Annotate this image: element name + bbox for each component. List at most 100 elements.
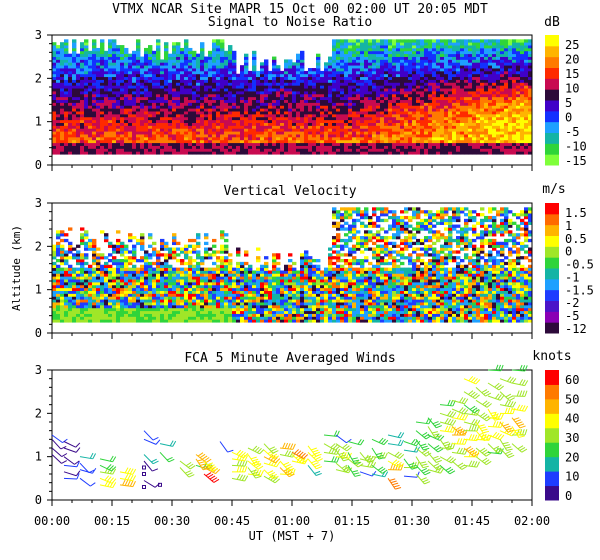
snr-heat-cell — [140, 102, 145, 106]
snr-heat-cell — [232, 136, 237, 141]
snr-heat-cell — [132, 145, 137, 149]
snr-heat-cell — [236, 76, 241, 80]
snr-heat-cell — [156, 125, 161, 129]
snr-heat-cell — [148, 82, 153, 86]
snr-heat-cell — [384, 59, 389, 63]
snr-heat-cell — [320, 96, 325, 101]
snr-heat-cell — [108, 42, 113, 46]
snr-heat-cell — [512, 113, 517, 118]
snr-heat-cell — [192, 65, 197, 69]
snr-heat-cell — [184, 116, 189, 121]
snr-heat-cell — [112, 39, 117, 43]
snr-heat-cell — [296, 145, 301, 149]
snr-heat-cell — [76, 119, 81, 123]
snr-heat-cell — [152, 73, 157, 78]
snr-heat-cell — [284, 82, 289, 86]
snr-heat-cell — [492, 102, 497, 106]
snr-heat-cell — [488, 139, 493, 144]
snr-heat-cell — [396, 113, 401, 118]
snr-heat-cell — [56, 145, 61, 149]
snr-heat-cell — [328, 82, 333, 86]
snr-heat-cell — [452, 42, 457, 46]
snr-heat-cell — [528, 73, 533, 78]
snr-heat-cell — [440, 47, 445, 52]
snr-heat-cell — [388, 76, 393, 80]
snr-heat-cell — [420, 102, 425, 106]
snr-heat-cell — [156, 56, 161, 60]
vel-heat-cell — [72, 296, 77, 300]
snr-heat-cell — [412, 151, 417, 155]
snr-heat-cell — [308, 99, 313, 103]
snr-heat-cell — [208, 50, 213, 55]
snr-heat-cell — [376, 125, 381, 129]
snr-heat-cell — [228, 62, 233, 66]
snr-heat-cell — [124, 108, 129, 112]
snr-heat-cell — [96, 134, 101, 138]
snr-heat-cell — [240, 142, 245, 146]
snr-heat-cell — [64, 119, 69, 123]
snr-heat-cell — [304, 125, 309, 129]
snr-heat-cell — [368, 62, 373, 66]
snr-heat-cell — [476, 108, 481, 112]
snr-heat-cell — [148, 102, 153, 106]
snr-heat-cell — [216, 99, 221, 103]
snr-heat-cell — [116, 68, 121, 72]
snr-heat-cell — [436, 79, 441, 83]
snr-heat-cell — [60, 102, 65, 106]
snr-heat-cell — [92, 108, 97, 112]
snr-heat-cell — [80, 96, 85, 101]
snr-heat-cell — [104, 148, 109, 152]
snr-heat-cell — [284, 116, 289, 121]
snr-heat-cell — [64, 65, 69, 69]
snr-heat-cell — [360, 102, 365, 106]
vel-heat-cell — [96, 287, 101, 291]
snr-heat-cell — [420, 47, 425, 52]
snr-heat-cell — [412, 65, 417, 69]
snr-heat-cell — [416, 85, 421, 89]
snr-heat-cell — [440, 82, 445, 86]
snr-heat-cell — [432, 47, 437, 52]
snr-heat-cell — [224, 82, 229, 86]
snr-heat-cell — [400, 62, 405, 66]
snr-heat-cell — [480, 108, 485, 112]
snr-heat-cell — [392, 99, 397, 103]
snr-heat-cell — [488, 88, 493, 92]
snr-heat-cell — [276, 108, 281, 112]
snr-heat-cell — [168, 79, 173, 83]
snr-heat-cell — [512, 102, 517, 106]
snr-heat-cell — [356, 53, 361, 57]
snr-heat-cell — [140, 82, 145, 86]
snr-heat-cell — [400, 136, 405, 141]
snr-heat-cell — [56, 59, 61, 63]
snr-heat-cell — [116, 50, 121, 55]
snr-heat-cell — [172, 151, 177, 155]
snr-heat-cell — [440, 53, 445, 57]
snr-heat-cell — [528, 70, 533, 75]
snr-heat-cell — [196, 108, 201, 112]
snr-heat-cell — [436, 99, 441, 103]
snr-heat-cell — [484, 139, 489, 144]
snr-heat-cell — [408, 99, 413, 103]
snr-heat-cell — [220, 102, 225, 106]
snr-heat-cell — [72, 139, 77, 144]
snr-heat-cell — [500, 45, 505, 49]
snr-cbar-label: -5 — [565, 125, 579, 139]
snr-heat-cell — [88, 111, 93, 115]
snr-heat-cell — [412, 62, 417, 66]
snr-heat-cell — [480, 42, 485, 46]
snr-heat-cell — [216, 73, 221, 78]
snr-heat-cell — [180, 96, 185, 101]
snr-heat-cell — [448, 139, 453, 144]
snr-heat-cell — [96, 116, 101, 121]
snr-heat-cell — [148, 151, 153, 155]
vel-heat-cell — [88, 270, 93, 274]
snr-heat-cell — [52, 91, 57, 95]
snr-heat-cell — [388, 139, 393, 144]
snr-heat-cell — [64, 108, 69, 112]
snr-heat-cell — [264, 62, 269, 66]
snr-heat-cell — [136, 131, 141, 135]
snr-heat-cell — [404, 125, 409, 129]
snr-heat-cell — [208, 145, 213, 149]
snr-heat-cell — [64, 45, 69, 49]
snr-heat-cell — [516, 53, 521, 57]
